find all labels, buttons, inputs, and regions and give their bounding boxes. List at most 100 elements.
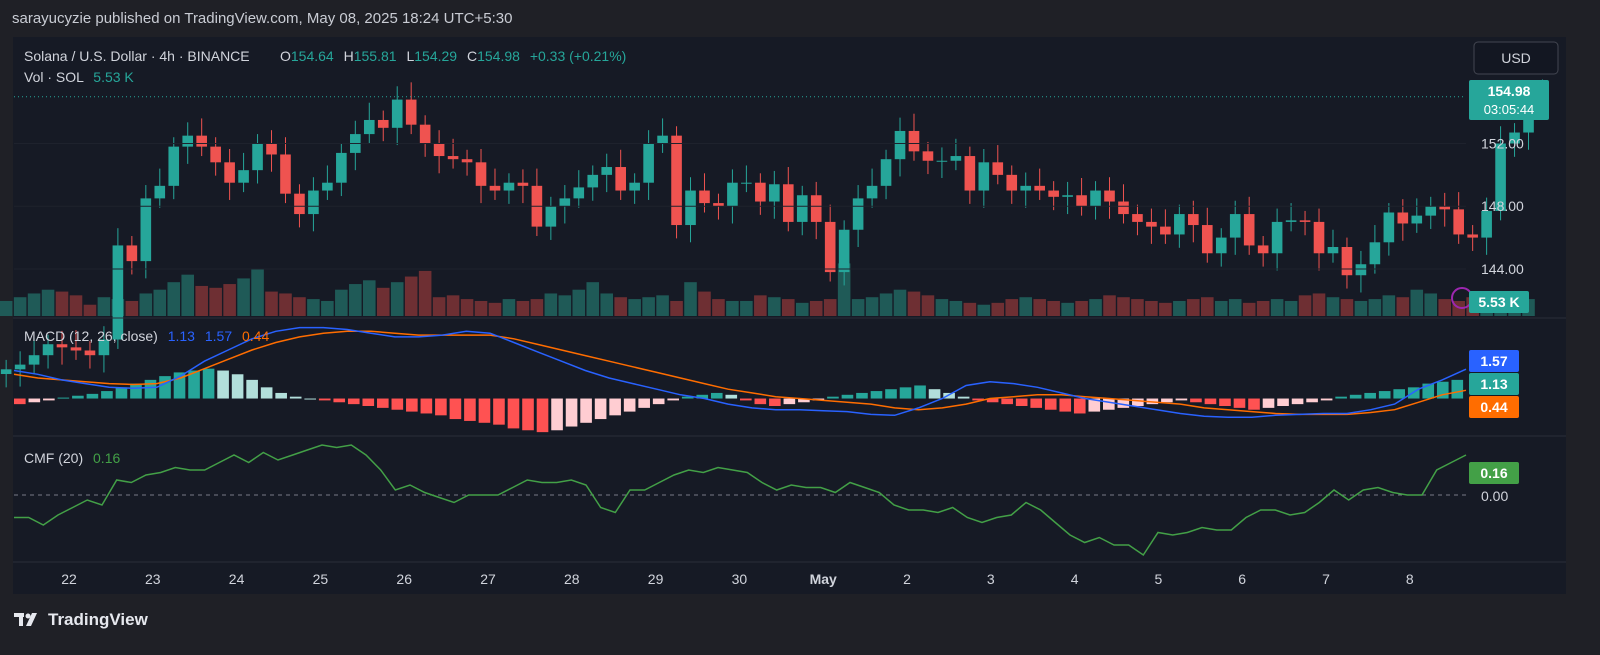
volume-bar (1256, 300, 1270, 316)
candle (1383, 203, 1395, 256)
candle-body (838, 229, 850, 273)
candle (98, 326, 110, 373)
macd-histogram-bar (1320, 398, 1333, 401)
candle-body (1383, 212, 1395, 243)
time-axis-label: 30 (732, 571, 748, 587)
candle (405, 82, 417, 135)
volume-bar (572, 289, 586, 316)
volume-bar (1396, 297, 1410, 316)
candle-body (1495, 143, 1506, 211)
macd-histogram-bar (1291, 398, 1304, 405)
macd-histogram-bar (1219, 398, 1231, 406)
candle (1118, 184, 1129, 224)
candle (56, 330, 68, 365)
volume-bar (837, 263, 851, 316)
macd-histogram-bar (275, 392, 287, 399)
macd-histogram-bar (435, 398, 447, 416)
candle (1299, 210, 1311, 236)
candle-body (1006, 174, 1018, 191)
candle-body (1146, 221, 1157, 227)
candle-body (1341, 247, 1353, 276)
candle-body (1467, 234, 1478, 238)
candle-body (880, 159, 892, 186)
candle (84, 341, 96, 369)
candle (1006, 165, 1018, 204)
candle (1285, 203, 1297, 232)
currency-button[interactable]: USD (1473, 41, 1559, 75)
macd-histogram-bar (144, 379, 157, 399)
candle-body (70, 347, 82, 351)
volume-bar (1019, 297, 1033, 316)
candle (168, 137, 180, 200)
legend-c-value: 154.98 (477, 48, 520, 64)
candle-body (112, 245, 124, 340)
macd-histogram-bar (710, 392, 723, 399)
tradingview-footer[interactable]: TradingView (14, 610, 148, 630)
volume-bar (55, 291, 69, 316)
macd-badge-2: 1.13 (1480, 376, 1507, 392)
macd-histogram-bar (1044, 398, 1057, 410)
candle (112, 228, 124, 349)
candle (838, 220, 850, 286)
candle-body (168, 146, 180, 186)
volume-bar (795, 302, 809, 316)
cmf-value: 0.16 (93, 450, 120, 466)
volume-bar (321, 300, 334, 316)
volume-bar (1326, 297, 1340, 316)
macd-histogram-bar (914, 385, 926, 399)
volume-bar (1242, 302, 1256, 316)
volume-bar (684, 282, 697, 316)
volume-bar (307, 299, 320, 316)
macd-histogram-bar (885, 389, 897, 399)
candle (1229, 200, 1241, 255)
volume-bar (1214, 300, 1228, 316)
volume-bar (41, 289, 55, 316)
macd-histogram-bar (318, 398, 331, 401)
macd-histogram-bar (623, 398, 636, 412)
candle (322, 165, 333, 200)
candle-body (280, 154, 291, 194)
macd-histogram-bar (943, 392, 955, 399)
volume-bar (139, 293, 153, 316)
volume-bar (1270, 299, 1284, 316)
macd-histogram-bar (173, 372, 186, 399)
candle (433, 130, 445, 174)
macd-histogram-bar (536, 398, 549, 433)
candle (880, 149, 892, 200)
macd-histogram-bar (1335, 396, 1347, 399)
candle (1146, 208, 1157, 244)
candle-body (1243, 214, 1255, 246)
candle (475, 148, 487, 204)
candle (391, 86, 403, 146)
volume-bar (251, 269, 264, 316)
time-axis-label: 24 (229, 571, 245, 587)
macd-histogram-bar (841, 394, 854, 399)
candle (1201, 207, 1213, 263)
volume-bar (1117, 297, 1130, 316)
candle-body (1188, 214, 1199, 226)
candle-body (964, 156, 976, 191)
candle-body (769, 184, 780, 202)
candle (1425, 196, 1437, 229)
candle-body (391, 99, 403, 128)
macd-histogram-bar (493, 398, 505, 425)
volume-badge-value: 5.53 K (1478, 294, 1519, 310)
candle (1090, 181, 1101, 220)
candle (1271, 208, 1283, 271)
candle (922, 141, 934, 175)
volume-bar (921, 295, 935, 316)
candle (1104, 177, 1115, 219)
macd-histogram-bar (362, 398, 375, 406)
volume-bar (293, 297, 306, 316)
macd-histogram-bar (347, 398, 360, 405)
candle-body (727, 182, 738, 207)
volume-bar (586, 282, 600, 316)
macd-histogram-bar (231, 374, 244, 399)
candle-body (1271, 221, 1283, 254)
legend-o-label: O (280, 48, 291, 64)
candle-body (252, 143, 263, 171)
macd-badges: 1.57 1.13 0.44 (1469, 350, 1519, 418)
candle-body (517, 182, 529, 186)
candle (0, 359, 12, 388)
